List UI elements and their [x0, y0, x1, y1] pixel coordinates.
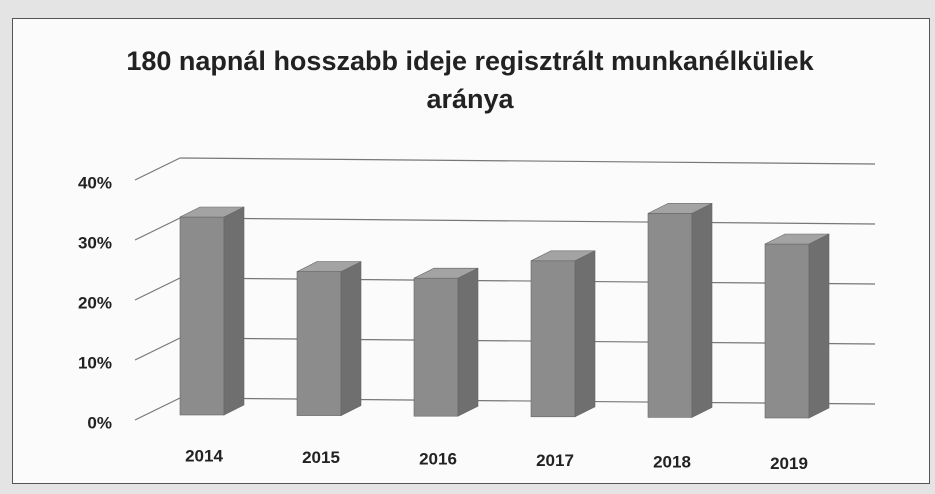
bar-top [179, 206, 245, 218]
grid-line [134, 217, 181, 241]
bar-side [691, 202, 713, 418]
bar-front [296, 271, 342, 416]
bar-front [413, 277, 459, 417]
grid-line [179, 217, 876, 225]
bar-side [574, 250, 596, 418]
bar-front [764, 243, 810, 419]
y-tick-label: 10% [78, 353, 112, 372]
x-tick-label: 2016 [419, 449, 457, 468]
bar-front [530, 260, 576, 418]
x-tick-label: 2014 [185, 446, 223, 465]
x-tick-label: 2019 [770, 454, 808, 473]
bar-side [340, 261, 362, 417]
grid-line [179, 337, 876, 345]
bar-top [296, 261, 362, 272]
grid-line [179, 277, 876, 285]
y-tick-label: 30% [78, 233, 112, 252]
bar-top [764, 233, 830, 245]
y-tick-label: 0% [87, 413, 112, 432]
x-tick-label: 2018 [653, 452, 691, 471]
grid-line [179, 157, 876, 165]
y-tick-label: 40% [78, 173, 112, 192]
x-tick-label: 2015 [302, 448, 340, 467]
x-tick-label: 2017 [536, 451, 574, 470]
grid-line [179, 397, 876, 405]
bar-side [808, 233, 830, 419]
bar-top [413, 267, 479, 279]
bar-top [647, 203, 713, 214]
grid-line [134, 397, 181, 421]
y-tick-label: 20% [78, 293, 112, 312]
bar-front [647, 213, 693, 418]
grid-line [134, 337, 181, 361]
chart-title: 180 napnál hosszabb ideje regisztrált mu… [126, 46, 814, 114]
bar-front [179, 216, 225, 416]
grid-line [134, 157, 181, 181]
bar-side [223, 206, 245, 416]
grid-line [134, 277, 181, 301]
bar-top [530, 250, 596, 262]
bar-side [457, 267, 479, 417]
